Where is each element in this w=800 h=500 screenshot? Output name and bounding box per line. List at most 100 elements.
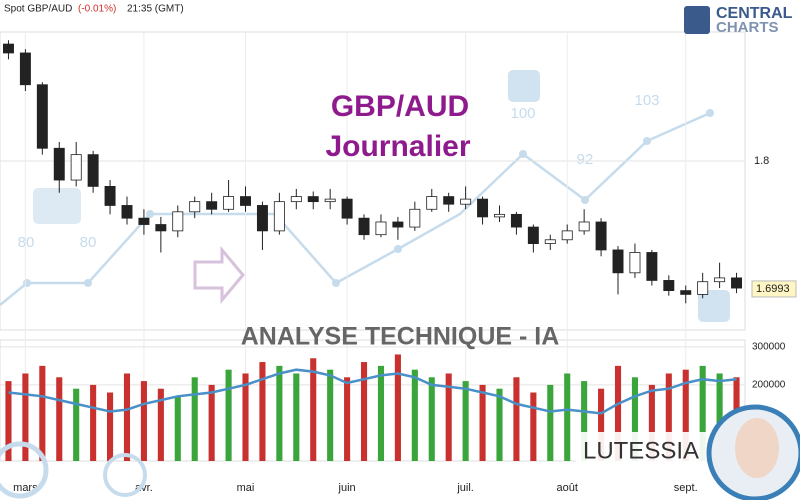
watermark-dots [23,109,714,287]
volume-ma [8,368,737,415]
candle-body [273,201,285,232]
brand: LUTESSIA [583,437,699,464]
candle-body [527,226,539,244]
volume-bar [377,365,385,461]
volume-bar [259,362,266,461]
watermark-icon [33,188,81,224]
candle-body [409,208,421,228]
last-price: 1.6993 [756,283,790,295]
candle-body [561,230,573,241]
price-panel [0,31,746,331]
candle-body [206,201,218,210]
volume-bar [411,369,418,461]
candle-body [189,201,201,213]
volume-bar [174,396,181,461]
candle-body [256,205,268,232]
volume-bar [360,362,368,461]
volume-bar [462,381,469,461]
x-tick-label: août [557,482,578,494]
candle-body [307,196,319,203]
volume-panel [0,339,746,462]
candle-body [121,205,133,219]
logo-mark [684,6,710,34]
brand-box [576,432,706,472]
candle-body [443,196,455,205]
candle-body [629,252,641,274]
volume-bar [208,384,215,461]
watermark-icon [508,70,540,102]
volume-bar [648,384,655,461]
candle-body [680,290,692,295]
candle-body [358,217,370,236]
candle-body [223,196,235,210]
candle-body [697,281,709,295]
volume-bar [157,388,164,461]
volume-bar [73,388,80,461]
candle-body [70,154,82,181]
overlay-title: GBP/AUD [331,90,469,123]
candle-body [2,43,14,54]
volume-bar [39,365,46,461]
candle-body [19,52,31,86]
volume-bar [191,377,198,461]
volume-bar [513,377,520,461]
instrument: Spot GBP/AUD [4,4,72,15]
candle-body [510,213,522,228]
watermark-circle [103,453,147,497]
candle-body [612,249,624,274]
watermark-label: 92 [577,151,594,168]
volume-bar [665,373,672,461]
volume-bar [5,381,12,461]
banner: ANALYSE TECHNIQUE - IA [241,323,560,351]
candle-body [426,196,438,210]
volume-bar [293,373,300,461]
candle-body [663,280,675,292]
x-tick-label: juin [338,482,356,494]
x-tick-label: juil. [456,482,474,494]
volume-bar [699,365,706,461]
volume-bar [445,373,452,461]
volume-bar [716,373,723,461]
candle-body [341,198,353,219]
volume-bar [581,381,588,461]
candle-body [578,221,590,232]
volume-bar [598,388,605,461]
avatar-face [735,418,779,478]
candle-body [155,224,167,232]
volume-bar [428,377,435,461]
candle-body [324,198,336,203]
volume-bar [479,384,486,461]
volume-bar [394,354,401,461]
watermark-label: 100 [510,105,535,122]
candle-body [36,84,48,149]
y-tick-label: 200000 [752,380,786,391]
candle-body [494,213,505,218]
volume-bar [344,377,351,461]
candle-body [392,221,404,228]
volume-bar [107,392,114,461]
watermark-circle [0,441,49,499]
y-tick-label: 300000 [752,341,786,352]
candle-body [87,154,99,187]
volume-bar [682,369,689,461]
volume-bar [564,373,571,461]
volume-bar [530,392,537,461]
volume-bar [225,369,232,461]
candle-body [544,239,556,244]
watermark-arrow [193,245,245,305]
watermark-label: 103 [634,92,659,109]
candle-body [646,252,658,281]
x-tick-label: mai [237,482,255,494]
candle-body [714,277,726,283]
volume-bar [90,384,97,461]
logo-line2: CHARTS [716,19,779,36]
candle-body [290,196,302,203]
volume-bar [310,358,317,461]
candle-body [477,198,489,218]
candle-body [460,198,472,205]
volume-bar [242,373,249,461]
candle-body [731,277,743,289]
volume-bar [631,377,638,461]
x-tick-label: sept. [674,482,698,494]
